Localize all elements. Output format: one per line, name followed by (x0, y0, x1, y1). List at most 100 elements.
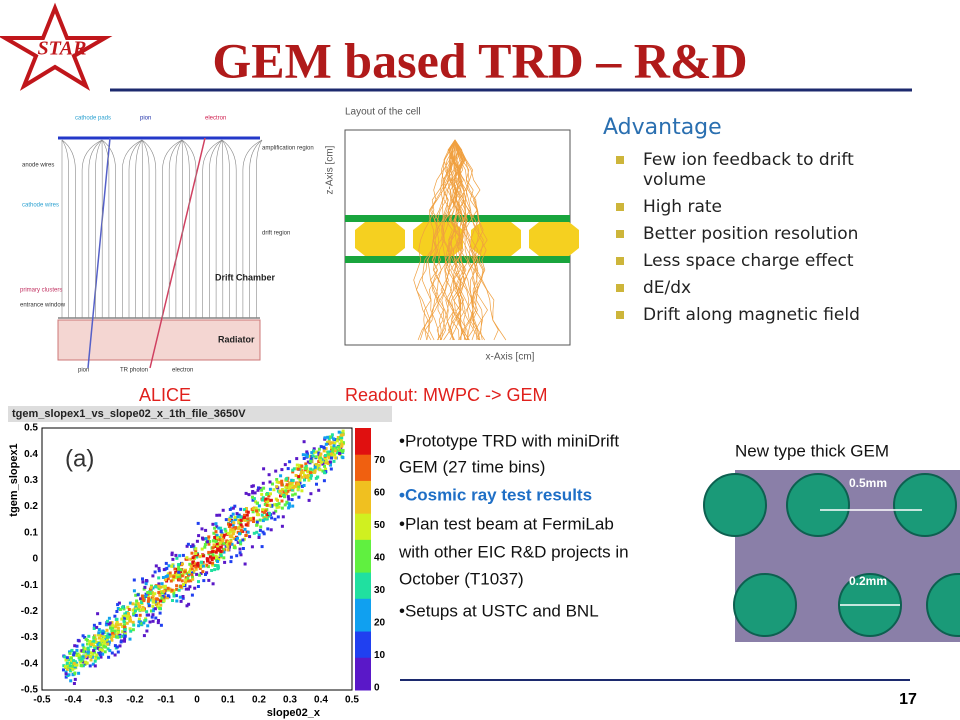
density-cell (106, 632, 110, 636)
density-cell (326, 460, 330, 464)
density-cell (140, 601, 144, 604)
density-cell (190, 573, 194, 577)
x-tick-label: 0 (194, 695, 200, 706)
density-cell (323, 436, 327, 440)
field-line (181, 139, 197, 318)
density-cell (178, 577, 182, 581)
field-line (181, 139, 190, 318)
density-cell (102, 644, 106, 648)
density-cell (64, 670, 68, 674)
density-cell (183, 580, 187, 584)
density-cell (208, 555, 212, 559)
density-cell (261, 508, 265, 512)
density-cell (275, 478, 279, 481)
density-cell (222, 556, 226, 560)
density-cell (148, 587, 152, 591)
density-cell (95, 625, 99, 629)
density-cell (111, 634, 115, 638)
density-cell (96, 646, 100, 650)
z-tick-label: 40 (374, 553, 386, 564)
density-cell (261, 530, 265, 534)
density-cell (330, 435, 334, 439)
density-cell (238, 532, 241, 536)
density-cell (103, 641, 107, 645)
density-cell (126, 617, 129, 621)
density-cell (121, 630, 125, 634)
density-cell (181, 562, 184, 566)
density-cell (211, 522, 215, 526)
density-cell (255, 530, 259, 534)
bullet (616, 156, 624, 164)
density-cell (254, 506, 258, 510)
density-cell (270, 516, 274, 520)
density-cell (251, 507, 255, 510)
density-cell (250, 545, 254, 549)
density-cell (230, 542, 234, 546)
density-cell (229, 555, 233, 559)
avalanche-track (426, 139, 459, 341)
diagram-caption: ALICE (139, 385, 191, 405)
density-cell (68, 664, 72, 668)
density-cell (303, 466, 307, 470)
density-cell (223, 560, 227, 564)
density-cell (159, 623, 163, 627)
density-cell (231, 532, 235, 536)
density-cell (151, 586, 155, 590)
x-tick-label: 0.4 (314, 695, 328, 706)
density-cell (69, 669, 73, 673)
advantage-item: Few ion feedback to drift (643, 150, 854, 170)
density-cell (304, 462, 308, 466)
density-cell (332, 444, 336, 448)
density-cell (291, 479, 295, 482)
density-cell (258, 528, 262, 532)
density-cell (210, 569, 214, 572)
density-cell (116, 626, 120, 630)
density-cell (327, 437, 331, 441)
electrode-top (345, 215, 570, 222)
density-cell (82, 650, 86, 654)
y-tick-label: -0.2 (21, 606, 39, 617)
density-cell (324, 467, 328, 471)
density-cell (277, 480, 281, 484)
density-cell (257, 486, 260, 490)
density-cell (92, 627, 96, 630)
density-cell (142, 621, 146, 625)
density-cell (235, 554, 239, 558)
density-cell (150, 609, 153, 613)
gem-hole (733, 573, 797, 637)
gem-hole (786, 473, 850, 537)
density-cell (306, 470, 310, 473)
density-cell (128, 637, 132, 641)
color-scale-step (355, 447, 371, 455)
density-cell (341, 429, 345, 433)
density-cell (226, 545, 230, 549)
density-cell (249, 517, 253, 521)
density-cell (328, 435, 332, 439)
density-cell (301, 453, 305, 457)
density-cell (214, 550, 218, 554)
density-cell (228, 542, 232, 546)
density-cell (180, 579, 184, 583)
density-cell (82, 646, 86, 650)
density-cell (280, 524, 284, 528)
density-cell (195, 539, 199, 543)
field-line (128, 139, 143, 318)
density-cell (151, 594, 155, 598)
density-cell (308, 474, 312, 478)
color-scale-step (355, 657, 371, 665)
density-cell (141, 580, 145, 584)
density-cell (216, 544, 220, 548)
density-cell (139, 597, 143, 601)
density-cell (180, 574, 184, 578)
advantage-item: Better position resolution (643, 224, 858, 244)
density-cell (286, 467, 290, 471)
density-cell (212, 556, 215, 560)
density-cell (119, 622, 123, 626)
density-cell (160, 582, 164, 586)
density-cell (215, 555, 219, 559)
density-cell (238, 547, 242, 551)
density-cell (131, 602, 135, 606)
density-cell (211, 546, 215, 550)
density-cell (308, 471, 312, 475)
density-cell (116, 635, 120, 639)
